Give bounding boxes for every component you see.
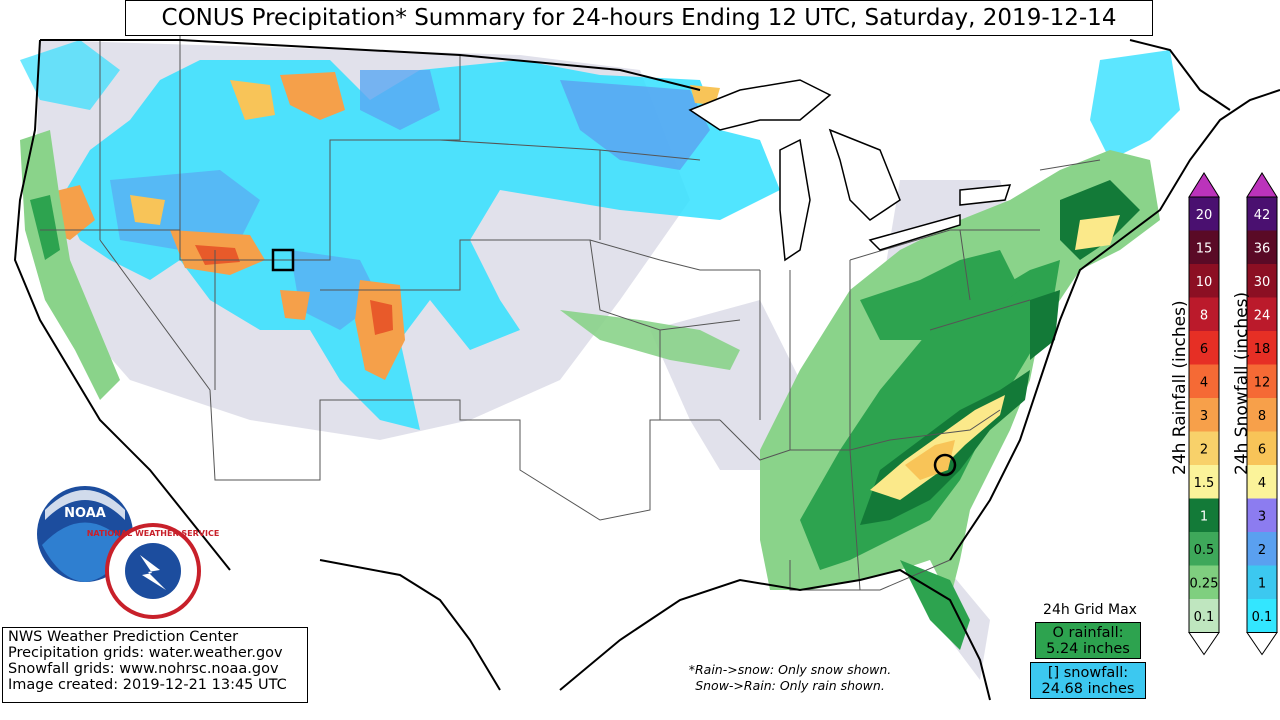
snowfall-max-label: [] snowfall: <box>1047 665 1129 681</box>
coastline <box>13 39 1280 701</box>
credits-line-1: NWS Weather Prediction Center <box>8 629 239 645</box>
credits-box: NWS Weather Prediction Center Precipitat… <box>2 627 308 703</box>
rainfall-scale-title: 24h Rainfall (inches) <box>1170 300 1190 475</box>
lake-ontario <box>959 184 1012 206</box>
plains-rain <box>560 310 740 370</box>
state-borders <box>40 20 1101 591</box>
grid-max-label: 24h Grid Max <box>1043 602 1137 618</box>
credits-line-2: Precipitation grids: water.weather.gov <box>8 645 283 661</box>
credits-line-3: Snowfall grids: www.nohrsc.noaa.gov <box>8 661 279 677</box>
note-line-1: *Rain->snow: Only snow shown. <box>688 662 892 677</box>
snowfall-max-value: 24.68 inches <box>1041 681 1135 697</box>
lake-huron <box>828 128 901 221</box>
snowfall-max-marker <box>271 248 295 272</box>
heavy-snow-areas <box>40 72 720 380</box>
west-coast-rain <box>20 130 120 400</box>
rainfall-max-label: O rainfall: <box>1052 625 1124 641</box>
note-line-2: Snow->Rain: Only rain shown. <box>695 678 885 693</box>
rainfall-max-value: 5.24 inches <box>1046 641 1130 657</box>
eastern-rain-area <box>760 150 1160 650</box>
snowfall-scale-title: 24h Snowfall (inches) <box>1232 291 1252 475</box>
rainfall-max-box: O rainfall: 5.24 inches <box>1035 622 1141 659</box>
credits-line-4: Image created: 2019-12-21 13:45 UTC <box>8 677 287 693</box>
rainfall-max-marker <box>933 453 957 477</box>
lake-superior <box>688 79 832 131</box>
map-title: CONUS Precipitation* Summary for 24-hour… <box>125 0 1153 36</box>
lake-erie <box>868 214 961 251</box>
great-lakes <box>688 79 1012 262</box>
noaa-logo-text: NOAA <box>64 506 106 521</box>
nws-logo: NATIONAL WEATHER SERVICE <box>87 523 220 619</box>
lake-michigan <box>779 138 811 262</box>
nws-logo-text: NATIONAL WEATHER SERVICE <box>87 529 220 538</box>
rain-snow-note: *Rain->snow: Only snow shown. Snow->Rain… <box>640 662 940 694</box>
snowfall-max-box: [] snowfall: 24.68 inches <box>1030 662 1146 699</box>
